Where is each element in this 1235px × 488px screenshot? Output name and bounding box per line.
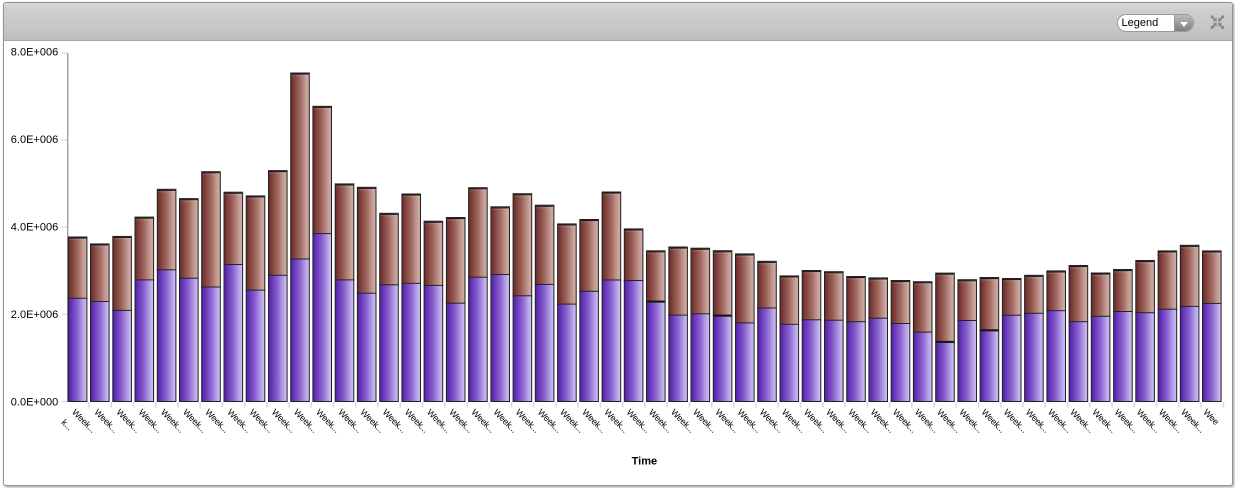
svg-text:2.0E+006: 2.0E+006 [11,309,58,321]
svg-text:Week...: Week... [935,407,963,435]
svg-text:Week...: Week... [247,407,275,435]
svg-text:Week...: Week... [846,407,874,435]
svg-text:Week...: Week... [514,407,542,435]
svg-text:Week...: Week... [891,407,919,435]
svg-text:Week...: Week... [425,407,453,435]
svg-text:Week...: Week... [137,407,165,435]
svg-text:Week...: Week... [669,407,697,435]
svg-text:Week...: Week... [1046,407,1074,435]
svg-text:4.0E+006: 4.0E+006 [11,222,58,234]
svg-text:Week...: Week... [869,407,897,435]
svg-text:Week...: Week... [1024,407,1052,435]
svg-text:k...: k... [59,417,74,432]
svg-text:6.0E+006: 6.0E+006 [11,134,58,146]
svg-text:Week...: Week... [70,407,98,435]
svg-text:Week...: Week... [957,407,985,435]
svg-text:Week...: Week... [580,407,608,435]
svg-text:Week...: Week... [625,407,653,435]
svg-text:Week...: Week... [758,407,786,435]
svg-text:Week...: Week... [225,407,253,435]
svg-text:Week...: Week... [647,407,675,435]
svg-text:Week...: Week... [314,407,342,435]
svg-text:Week...: Week... [447,407,475,435]
svg-text:Time: Time [632,456,657,468]
svg-text:Week...: Week... [602,407,630,435]
svg-text:Week...: Week... [381,407,409,435]
svg-text:Week...: Week... [824,407,852,435]
svg-text:Week...: Week... [1157,407,1185,435]
svg-text:Week...: Week... [1179,407,1207,435]
svg-text:Week...: Week... [1135,407,1163,435]
svg-text:Week...: Week... [292,407,320,435]
svg-text:Week...: Week... [270,407,298,435]
svg-text:Week...: Week... [159,407,187,435]
svg-text:Week...: Week... [403,407,431,435]
svg-text:8.0E+006: 8.0E+006 [11,47,58,59]
svg-text:Week...: Week... [1090,407,1118,435]
svg-text:Week...: Week... [469,407,497,435]
svg-text:Week...: Week... [491,407,519,435]
svg-text:Week...: Week... [358,407,386,435]
svg-text:Week...: Week... [336,407,364,435]
svg-text:Week...: Week... [691,407,719,435]
svg-text:Week...: Week... [203,407,231,435]
svg-text:0.0E+000: 0.0E+000 [11,397,58,409]
svg-text:Week...: Week... [1002,407,1030,435]
svg-text:Week...: Week... [536,407,564,435]
svg-text:Week...: Week... [1113,407,1141,435]
svg-text:Week...: Week... [735,407,763,435]
svg-text:Week...: Week... [913,407,941,435]
svg-text:Week...: Week... [558,407,586,435]
svg-text:Week...: Week... [979,407,1007,435]
svg-text:Week...: Week... [780,407,808,435]
svg-text:Week...: Week... [1068,407,1096,435]
svg-text:Week...: Week... [802,407,830,435]
svg-text:Week...: Week... [114,407,142,435]
svg-text:Week...: Week... [181,407,209,435]
svg-text:Week...: Week... [92,407,120,435]
svg-text:Week...: Week... [713,407,741,435]
